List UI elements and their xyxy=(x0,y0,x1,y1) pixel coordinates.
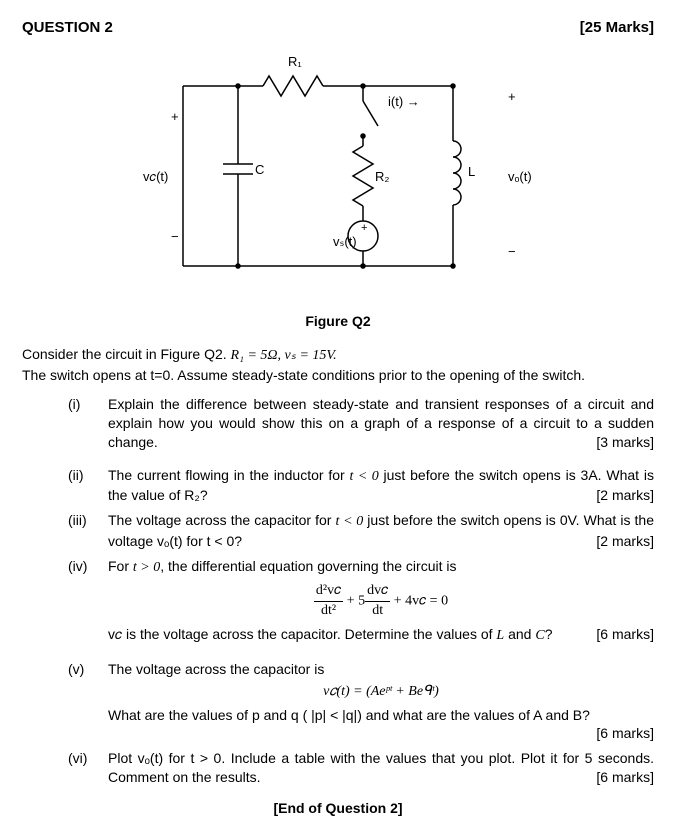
part-iii: (iii) The voltage across the capacitor f… xyxy=(68,511,654,551)
part-i: (i) Explain the difference between stead… xyxy=(68,395,654,452)
part-v: (v) The voltage across the capacitor is … xyxy=(68,660,654,744)
part-iv-marks: [6 marks] xyxy=(596,625,654,644)
svg-text:+: + xyxy=(361,222,367,234)
label-c: C xyxy=(255,162,264,177)
label-vs: vₛ(t) xyxy=(333,234,357,249)
label-it: i(t) → xyxy=(388,94,420,109)
intro-line1-eq: R₁ = 5Ω, vₛ = 15V. xyxy=(231,348,337,363)
part-vi-marks: [6 marks] xyxy=(596,768,654,787)
part-v-body: The voltage across the capacitor is xyxy=(108,661,324,677)
part-iv-label: (iv) xyxy=(68,557,108,646)
svg-text:+: + xyxy=(508,89,516,104)
part-i-marks: [3 marks] xyxy=(596,433,654,452)
question-marks: [25 Marks] xyxy=(580,18,654,38)
part-ii-marks: [2 marks] xyxy=(596,486,654,505)
part-vi: (vi) Plot vₒ(t) for t > 0. Include a tab… xyxy=(68,749,654,787)
part-v-marks: [6 marks] xyxy=(596,724,654,743)
part-iv-pre: For xyxy=(108,558,133,574)
part-ii-pre: The current flowing in the inductor for xyxy=(108,467,350,483)
part-ii-ital: t < 0 xyxy=(350,469,379,484)
intro-line1-pre: Consider the circuit in Figure Q2. xyxy=(22,346,231,362)
part-iv-ital: t > 0 xyxy=(133,560,160,575)
part-ii-label: (ii) xyxy=(68,466,108,506)
circuit-figure: R₁ R₂ C L i(t) → vₛ(t) + v𝑐(t) + − vₒ(t)… xyxy=(123,46,553,306)
label-r2: R₂ xyxy=(375,169,389,184)
part-iv: (iv) For t > 0, the differential equatio… xyxy=(68,557,654,646)
intro-text: Consider the circuit in Figure Q2. R₁ = … xyxy=(22,345,654,385)
parts-list: (i) Explain the difference between stead… xyxy=(68,395,654,787)
svg-text:−: − xyxy=(171,229,179,244)
label-vo: vₒ(t) xyxy=(508,169,532,184)
label-l: L xyxy=(468,164,475,179)
svg-text:−: − xyxy=(508,244,516,259)
part-v-equation: v𝑐(t) = (Aeᵖᵗ + Beᑫᵗ) xyxy=(108,683,654,702)
svg-text:+: + xyxy=(171,109,179,124)
question-title: QUESTION 2 xyxy=(22,18,113,38)
end-of-question: [End of Question 2] xyxy=(22,799,654,818)
figure-caption: Figure Q2 xyxy=(22,312,654,331)
part-iii-label: (iii) xyxy=(68,511,108,551)
part-i-body: Explain the difference between steady-st… xyxy=(108,396,654,450)
part-iii-pre: The voltage across the capacitor for xyxy=(108,512,336,528)
part-vi-label: (vi) xyxy=(68,749,108,787)
intro-line2: The switch opens at t=0. Assume steady-s… xyxy=(22,366,654,385)
part-v-body2: What are the values of p and q ( |p| < |… xyxy=(108,707,590,723)
part-iv-post: , the differential equation governing th… xyxy=(160,558,456,574)
part-iv-equation: d²v𝑐dt² + 5dv𝑐dt + 4v𝑐 = 0 xyxy=(108,582,654,621)
part-iv-body2-pre: v𝑐 is the voltage across the capacitor. … xyxy=(108,626,496,642)
question-header: QUESTION 2 [25 Marks] xyxy=(22,18,654,38)
part-v-label: (v) xyxy=(68,660,108,744)
label-r1: R₁ xyxy=(288,54,302,69)
part-ii: (ii) The current flowing in the inductor… xyxy=(68,466,654,506)
part-iii-marks: [2 marks] xyxy=(596,532,654,551)
part-vi-body: Plot vₒ(t) for t > 0. Include a table wi… xyxy=(108,750,654,785)
part-iii-ital: t < 0 xyxy=(336,514,364,529)
label-vc: v𝑐(t) xyxy=(143,169,168,184)
part-i-label: (i) xyxy=(68,395,108,452)
